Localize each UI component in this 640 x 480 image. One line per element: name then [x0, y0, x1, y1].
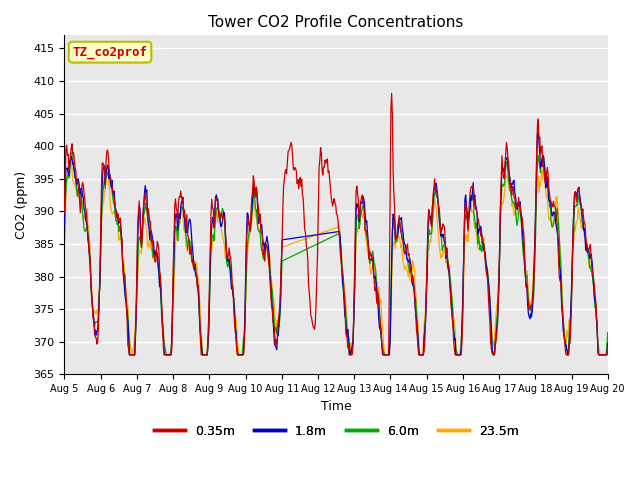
Y-axis label: CO2 (ppm): CO2 (ppm)	[15, 171, 28, 239]
X-axis label: Time: Time	[321, 400, 351, 413]
Text: TZ_co2prof: TZ_co2prof	[72, 46, 148, 59]
Legend: 0.35m, 1.8m, 6.0m, 23.5m: 0.35m, 1.8m, 6.0m, 23.5m	[148, 420, 524, 443]
Title: Tower CO2 Profile Concentrations: Tower CO2 Profile Concentrations	[209, 15, 464, 30]
